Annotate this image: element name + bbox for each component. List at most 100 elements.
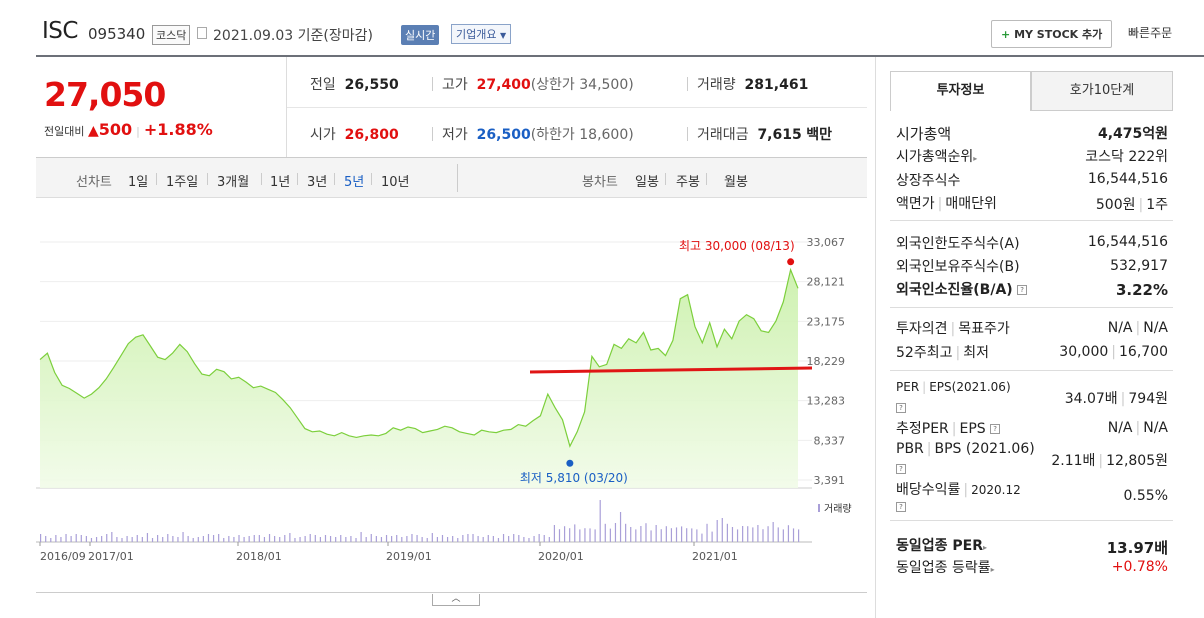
- volume-bar: [747, 526, 749, 542]
- period-5y[interactable]: 5년: [344, 175, 365, 190]
- volume-bar: [197, 537, 199, 542]
- quote-date: 2021.09.03 기준(장마감): [213, 28, 373, 44]
- volume-bar: [192, 538, 194, 542]
- calendar-icon: [197, 27, 207, 39]
- volume-legend-label: 거래량: [824, 503, 852, 515]
- cap-rank-label[interactable]: 시가총액순위▸: [896, 149, 978, 165]
- volume-bar: [45, 536, 47, 542]
- header-divider: [36, 55, 1204, 57]
- tab-orderbook[interactable]: 호가10단계: [1031, 71, 1173, 111]
- y-tick-label: 28,121: [807, 276, 846, 289]
- industry-rate-label[interactable]: 동일업종 등락률▸: [896, 560, 995, 576]
- open-price: 시가 26,800: [310, 127, 399, 143]
- volume-bar: [523, 537, 525, 542]
- volume-bar: [314, 535, 316, 542]
- volume-bar: [111, 532, 113, 542]
- period-10y[interactable]: 10년: [381, 175, 410, 190]
- volume-chart: 거래량: [36, 500, 852, 543]
- max-point-marker: [787, 258, 795, 266]
- volume-bar: [513, 534, 515, 542]
- volume-bar: [274, 536, 276, 542]
- volume-bar: [162, 537, 164, 542]
- volume-bar: [752, 527, 754, 542]
- volume-bar: [757, 525, 759, 542]
- help-icon[interactable]: ?: [1017, 285, 1028, 295]
- period-3m[interactable]: 3개월: [217, 175, 250, 190]
- help-icon[interactable]: ?: [896, 403, 906, 413]
- volume-bar: [172, 536, 174, 542]
- realtime-button[interactable]: 실시간: [401, 25, 440, 45]
- add-mystock-button[interactable]: + MY STOCK 추가: [991, 20, 1113, 48]
- volume-bar: [553, 525, 556, 542]
- opinion-label: 투자의견 | 목표주가: [896, 321, 1010, 337]
- x-tick-label: 2016/09: [40, 550, 86, 563]
- x-axis: 2016/09 2017/01 2018/01 2019/01 2020/01 2021/…: [39, 542, 738, 563]
- volume-bar: [472, 534, 474, 542]
- volume-bar: [80, 535, 82, 542]
- volume-bar: [528, 538, 530, 542]
- par-value: 500원 | 1주: [1095, 197, 1168, 213]
- help-icon[interactable]: ?: [896, 464, 906, 474]
- plus-icon: +: [1001, 28, 1011, 41]
- x-tick-label: 2017/01: [88, 550, 134, 563]
- dividend-label: 배당수익률 | 2020.12: [896, 482, 1021, 498]
- volume-bar: [665, 526, 667, 542]
- volume-bar: [563, 526, 566, 542]
- volume-bar: [736, 529, 739, 542]
- collapse-chart-button[interactable]: ︿: [432, 594, 480, 606]
- volume-bar: [711, 531, 713, 542]
- candle-daily[interactable]: 일봉: [635, 175, 659, 190]
- volume-bar: [187, 536, 189, 542]
- volume-bar: [350, 536, 352, 542]
- volume-bar: [309, 534, 311, 542]
- volume-bar: [360, 532, 362, 542]
- volume-bar: [411, 534, 413, 542]
- volume-bar: [742, 526, 744, 542]
- quick-order-button[interactable]: 빠른주문: [1128, 26, 1173, 40]
- volume-bar: [421, 537, 423, 542]
- help-icon[interactable]: ?: [896, 502, 906, 512]
- volume-bar: [686, 528, 688, 542]
- per-value: 34.07배 | 794원: [1064, 391, 1168, 407]
- volume-bar: [182, 532, 184, 542]
- period-1d[interactable]: 1일: [128, 175, 149, 190]
- current-price-box: 27,050 전일대비 ▲500 | +1.88%: [36, 57, 287, 157]
- volume-bar: [706, 523, 708, 542]
- pbr-label: PBR | BPS (2021.06): [896, 441, 1035, 457]
- volume-bar: [396, 535, 398, 542]
- foreign-ratio-value: 3.22%: [1115, 281, 1168, 299]
- volume-bar: [406, 536, 408, 542]
- volume-bar: [670, 528, 673, 542]
- tab-investment-info[interactable]: 투자정보: [890, 71, 1031, 111]
- candle-monthly[interactable]: 월봉: [724, 175, 748, 190]
- period-1y[interactable]: 1년: [270, 175, 291, 190]
- price-chart[interactable]: 33,067 28,121 23,175 18,229 13,283 8,337 3,391…: [0, 200, 870, 592]
- y-tick-label: 8,337: [814, 434, 846, 447]
- volume-bar: [726, 523, 728, 542]
- foreign-limit-value: 16,544,516: [1087, 234, 1168, 250]
- volume-bar: [238, 535, 240, 542]
- volume-bar: [625, 523, 627, 542]
- volume-bar: [614, 523, 617, 542]
- volume-bar: [136, 535, 138, 542]
- volume-bar: [492, 536, 494, 542]
- industry-rate-value: +0.78%: [1111, 559, 1168, 575]
- volume-bar: [787, 525, 790, 542]
- volume-bar: [289, 533, 291, 542]
- volume-bar: [518, 535, 520, 542]
- min-point-marker: [566, 459, 574, 467]
- volume-bar: [335, 537, 337, 542]
- candle-weekly[interactable]: 주봉: [676, 175, 700, 190]
- volume-bar: [319, 537, 321, 542]
- period-3y[interactable]: 3년: [307, 175, 328, 190]
- volume-bar: [294, 538, 296, 542]
- help-icon[interactable]: ?: [990, 424, 1001, 434]
- max-label: 최고 30,000 (08/13): [679, 239, 795, 253]
- foreign-limit-label: 외국인한도주식수(A): [896, 236, 1020, 252]
- industry-per-label[interactable]: 동일업종 PER▸: [896, 538, 988, 554]
- period-1w[interactable]: 1주일: [166, 175, 199, 190]
- market-cap-label: 시가총액: [896, 125, 952, 143]
- est-per-label: 추정PER | EPS ?: [896, 418, 1001, 438]
- company-info-button[interactable]: 기업개요 ▼: [451, 24, 512, 44]
- volume-bar: [609, 528, 611, 542]
